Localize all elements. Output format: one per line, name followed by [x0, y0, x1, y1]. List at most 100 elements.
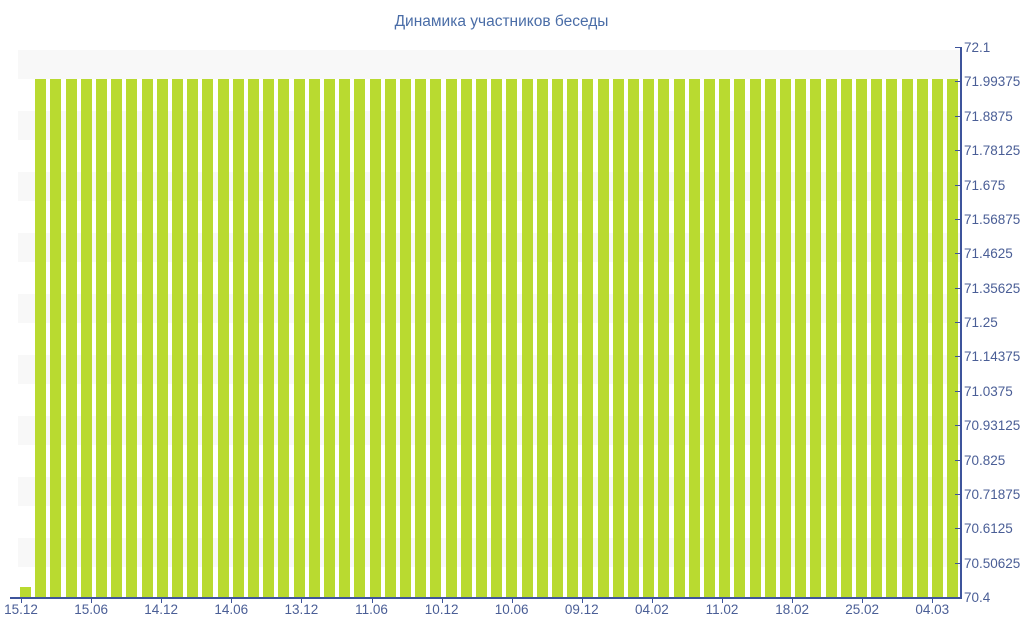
y-axis-tick: [955, 287, 960, 289]
bar: [932, 79, 943, 597]
bar: [400, 79, 411, 597]
y-tick-label: 71.78125: [964, 143, 1021, 159]
bar: [749, 79, 761, 597]
bar: [506, 79, 518, 597]
y-tick-label: 71.35625: [964, 280, 1021, 296]
x-axis-tick: [301, 599, 303, 603]
y-axis-tick: [955, 115, 960, 117]
bar: [597, 79, 609, 597]
bar: [156, 79, 168, 597]
y-axis-tick: [955, 322, 960, 323]
x-axis-tick: [651, 599, 653, 603]
bar: [764, 79, 776, 597]
bar: [278, 79, 290, 597]
y-axis-tick: [955, 81, 960, 83]
bar: [643, 79, 655, 597]
bar: [460, 79, 472, 597]
x-axis-tick: [91, 599, 93, 603]
bar: [369, 79, 381, 597]
y-tick-label: 70.4: [964, 590, 991, 605]
x-axis-tick: [231, 599, 233, 603]
x-axis-tick: [792, 599, 794, 603]
y-tick-label: 71.14375: [964, 349, 1021, 365]
y-axis-tick: [955, 184, 960, 186]
y-axis-tick: [955, 459, 960, 461]
bar: [734, 79, 746, 597]
y-tick-label: 71.675: [964, 177, 1006, 193]
x-tick-label: 15.06: [74, 602, 108, 617]
y-tick-label: 72.1: [964, 40, 991, 55]
y-tick-label: 71.0375: [964, 383, 1013, 399]
x-axis-tick: [441, 599, 443, 603]
bar: [840, 79, 852, 597]
y-axis-tick: [955, 597, 960, 598]
bar: [126, 79, 138, 597]
bar: [293, 79, 305, 597]
bar: [536, 79, 548, 597]
y-tick-label: 70.50625: [964, 555, 1021, 571]
y-axis-tick: [955, 425, 960, 427]
bar: [704, 79, 715, 597]
x-axis-tick: [21, 599, 22, 603]
bar: [856, 79, 867, 597]
bar: [217, 79, 229, 597]
y-tick-label: 70.71875: [964, 486, 1021, 502]
bar: [96, 79, 107, 597]
y-axis-tick: [955, 528, 960, 530]
bar: [886, 79, 898, 597]
y-axis-tick: [955, 390, 960, 392]
bar: [384, 79, 396, 597]
y-tick-label: 70.825: [964, 452, 1006, 468]
bar: [688, 79, 700, 597]
x-axis-tick: [932, 599, 934, 603]
x-tick-label: 15.12: [4, 602, 38, 617]
y-axis-tick: [955, 493, 960, 495]
bar: [187, 79, 199, 597]
y-axis-tick: [955, 356, 960, 358]
bar: [825, 79, 837, 597]
x-tick-label: 10.06: [494, 602, 529, 617]
x-tick-label: 25.02: [845, 602, 880, 617]
bar: [780, 79, 791, 597]
y-axis-tick: [955, 253, 960, 255]
x-tick-label: 11.02: [705, 602, 739, 617]
bar: [476, 79, 487, 597]
x-tick-label: 13.12: [284, 602, 319, 617]
x-tick-label: 04.03: [915, 602, 950, 617]
bar: [141, 79, 153, 597]
x-tick-label: 11.06: [355, 602, 388, 617]
x-axis-line: [10, 597, 962, 599]
x-axis-tick: [161, 599, 163, 603]
x-axis-tick: [511, 599, 513, 603]
chart-title: Динамика участников беседы: [394, 13, 609, 30]
bar: [232, 79, 244, 597]
bar: [673, 79, 685, 597]
x-tick-label: 04.02: [634, 602, 669, 617]
bar: [339, 79, 351, 597]
bar: [324, 79, 335, 597]
bar: [658, 79, 670, 597]
y-tick-label: 70.6125: [964, 521, 1013, 537]
bar: [567, 79, 579, 597]
y-tick-label: 71.8875: [964, 108, 1013, 124]
x-axis-tick: [371, 599, 373, 603]
bar: [20, 587, 31, 597]
bar: [248, 79, 259, 597]
bar: [50, 79, 62, 597]
y-tick-label: 71.4625: [964, 246, 1013, 262]
y-tick-label: 71.25: [964, 315, 998, 330]
bar: [871, 79, 883, 597]
bar: [65, 79, 77, 597]
y-tick-label: 71.56875: [964, 211, 1021, 227]
bar: [202, 79, 214, 597]
bar: [491, 79, 503, 597]
x-tick-label: 18.02: [775, 602, 809, 617]
bar: [111, 79, 123, 597]
bar: [80, 79, 92, 597]
x-axis-tick: [581, 599, 583, 603]
bar: [901, 79, 913, 597]
bar: [430, 79, 442, 597]
x-axis-tick: [862, 599, 864, 603]
bar: [552, 79, 563, 597]
plot-area: [18, 47, 960, 597]
